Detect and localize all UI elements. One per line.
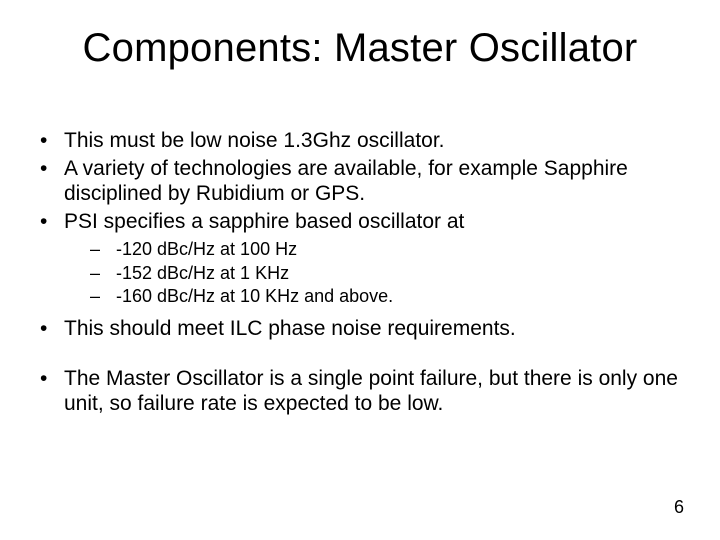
bullet-item: The Master Oscillator is a single point … (34, 366, 686, 417)
bullet-text: PSI specifies a sapphire based oscillato… (64, 210, 464, 233)
sub-bullet-text: -152 dBc/Hz at 1 KHz (116, 263, 289, 283)
bullet-item: A variety of technologies are available,… (34, 156, 686, 207)
sub-bullet-item: -160 dBc/Hz at 10 KHz and above. (64, 285, 686, 308)
bullet-item: PSI specifies a sapphire based oscillato… (34, 209, 686, 308)
bullet-text: A variety of technologies are available,… (64, 157, 628, 206)
slide-title: Components: Master Oscillator (0, 26, 720, 71)
bullet-item: This should meet ILC phase noise require… (34, 316, 686, 342)
bullet-text: The Master Oscillator is a single point … (64, 367, 678, 416)
sub-bullet-item: -120 dBc/Hz at 100 Hz (64, 238, 686, 261)
page-number: 6 (674, 497, 684, 518)
slide: Components: Master Oscillator This must … (0, 0, 720, 540)
bullet-list: This must be low noise 1.3Ghz oscillator… (34, 128, 686, 342)
bullet-text: This must be low noise 1.3Ghz oscillator… (64, 129, 445, 152)
sub-bullet-text: -160 dBc/Hz at 10 KHz and above. (116, 286, 393, 306)
bullet-item: This must be low noise 1.3Ghz oscillator… (34, 128, 686, 154)
sub-bullet-item: -152 dBc/Hz at 1 KHz (64, 262, 686, 285)
sub-bullet-text: -120 dBc/Hz at 100 Hz (116, 239, 297, 259)
slide-body: This must be low noise 1.3Ghz oscillator… (34, 128, 686, 419)
spacer (34, 344, 686, 366)
bullet-text: This should meet ILC phase noise require… (64, 317, 516, 340)
sub-bullet-list: -120 dBc/Hz at 100 Hz -152 dBc/Hz at 1 K… (64, 238, 686, 308)
bullet-list-2: The Master Oscillator is a single point … (34, 366, 686, 417)
